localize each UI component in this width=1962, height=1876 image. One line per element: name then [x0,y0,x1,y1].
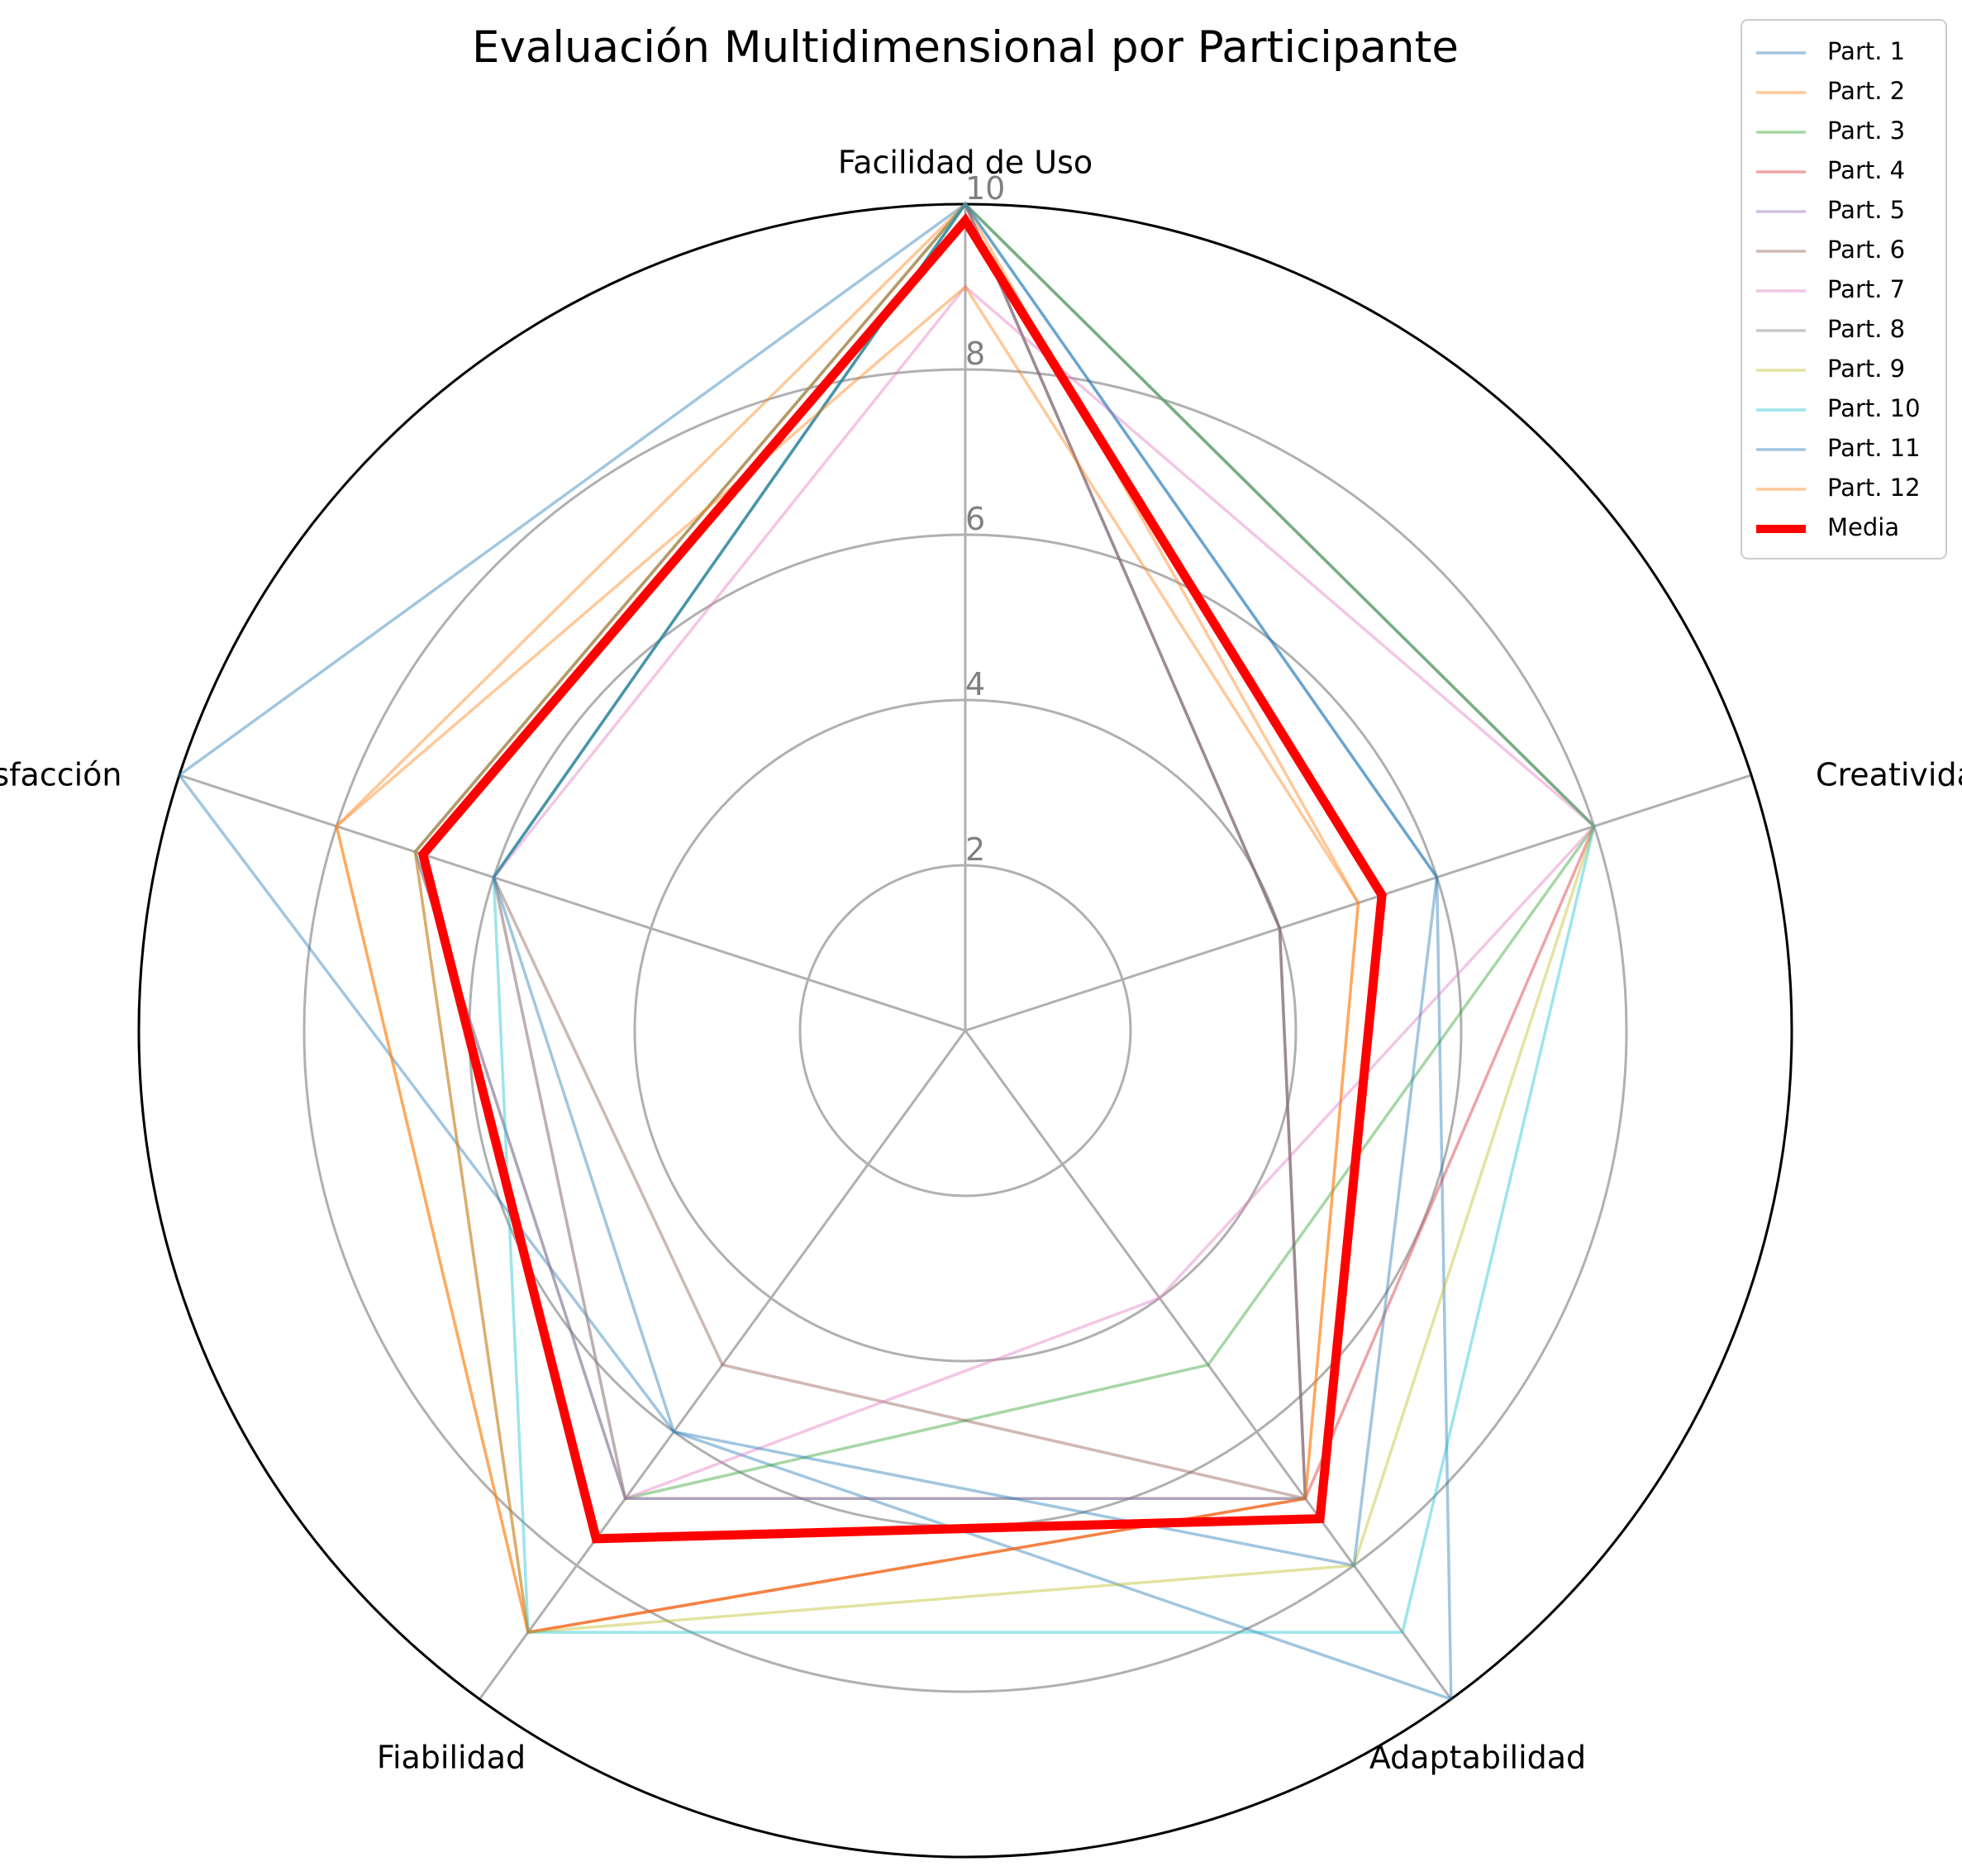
legend-entry: Part. 2 [1827,77,1905,105]
series-line [335,202,1360,1635]
series-line [413,202,1596,1635]
series-line [177,202,1453,1702]
axis-spoke [964,774,1752,1032]
legend-entry: Part. 4 [1827,156,1905,184]
legend-entry: Media [1827,513,1899,541]
axis-label: Facilidad de Uso [838,145,1093,181]
series-line-mean [417,212,1387,1544]
series-line [413,201,1307,1501]
axis-label: Adaptabilidad [1369,1740,1586,1776]
legend-entry: Part. 10 [1827,394,1921,422]
series-line [492,202,1597,1501]
axis-spoke [479,1030,967,1700]
legend-entry: Part. 6 [1827,236,1905,264]
legend-entry: Part. 1 [1827,37,1905,65]
legend-entry: Part. 11 [1827,434,1921,462]
series-line [413,202,1596,1634]
series-line [492,202,1596,1634]
chart-title: Evaluación Multidimensional por Particip… [472,22,1459,73]
series-line [492,284,1597,1501]
radial-tick-label: 10 [965,170,1005,207]
legend-entry: Part. 8 [1827,315,1905,343]
radial-tick-label: 8 [965,336,985,372]
axis-label: Satisfacción [0,757,122,793]
radial-tick-label: 4 [965,666,985,702]
legend-entry: Part. 9 [1827,355,1905,383]
legend-box [1741,19,1947,559]
axis-label: Creatividad [1816,757,1962,793]
series-line [492,201,1439,1568]
axis-label: Fiabilidad [377,1740,526,1776]
legend-entry: Part. 7 [1827,275,1905,303]
legend-entry: Part. 3 [1827,117,1905,145]
radial-tick-label: 2 [965,831,985,868]
legend-entry: Part. 5 [1827,196,1905,224]
axis-spoke [179,774,966,1032]
legend-entry: Part. 12 [1827,474,1921,502]
polar-frame [137,202,1793,1859]
series-line [335,284,1360,1635]
series-line [492,201,1307,1501]
radial-tick-label: 6 [965,501,985,537]
axis-spoke [964,1030,1452,1700]
series-line [413,201,1307,1501]
